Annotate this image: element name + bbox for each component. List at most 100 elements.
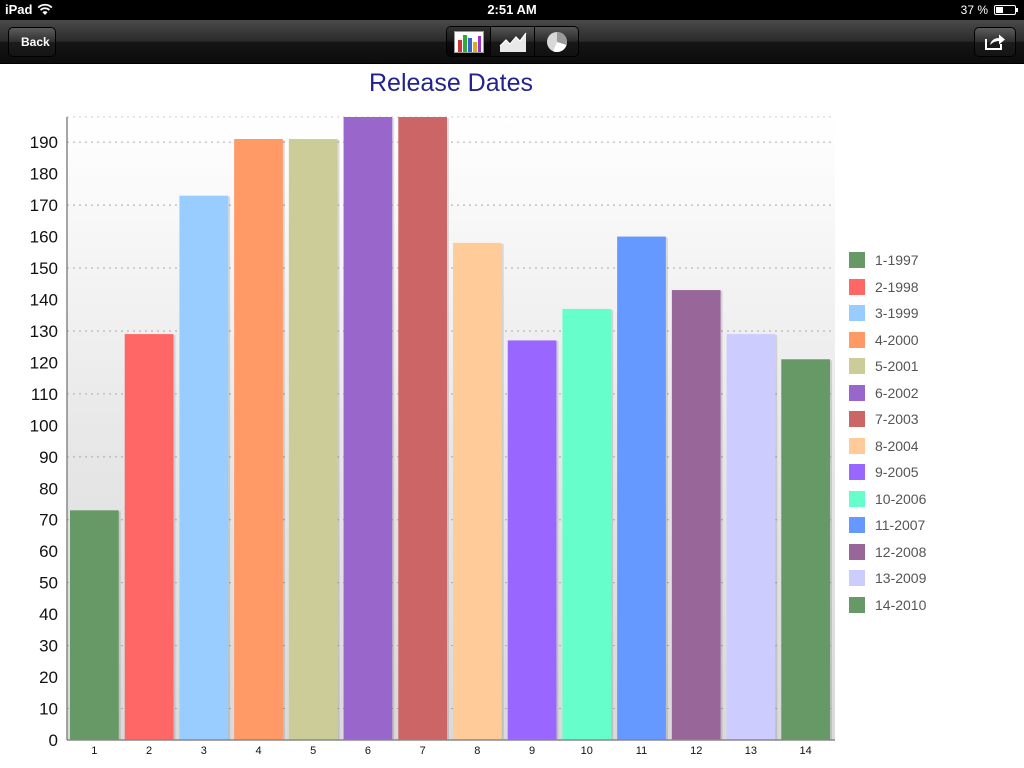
chart-legend: 1-1997 2-1998 3-1999 4-2000 5-2001 6-2002 7-20… (849, 247, 926, 618)
legend-label: 14-2010 (875, 596, 927, 613)
legend-swatch (849, 570, 865, 587)
legend-label: 4-2000 (875, 331, 919, 348)
y-tick-label: 50 (39, 574, 58, 593)
legend-label: 8-2004 (875, 437, 919, 454)
x-tick-label: 2 (146, 745, 152, 757)
bar (70, 510, 119, 740)
bar (398, 117, 447, 740)
y-tick-label: 170 (30, 196, 58, 215)
legend-swatch (849, 517, 865, 534)
legend-swatch (849, 490, 865, 507)
bar (562, 308, 612, 740)
legend-label: 12-2008 (875, 543, 927, 560)
legend-swatch (849, 437, 865, 454)
y-tick-label: 150 (30, 259, 58, 278)
legend-item: 14-2010 (849, 592, 926, 619)
x-tick-label: 1 (91, 745, 97, 757)
bar (234, 139, 283, 740)
y-tick-label: 160 (30, 228, 58, 247)
x-tick-label: 8 (474, 745, 480, 757)
y-tick-label: 140 (30, 290, 58, 309)
legend-swatch (849, 384, 865, 401)
legend-item: 1-1997 (849, 247, 926, 274)
x-tick-label: 5 (310, 745, 316, 757)
area-chart-mode-button[interactable] (491, 27, 535, 56)
bar-chart-mode-button[interactable] (447, 27, 491, 56)
y-tick-label: 70 (39, 511, 58, 530)
y-tick-label: 0 (49, 731, 58, 750)
x-tick-label: 7 (420, 745, 426, 757)
legend-label: 3-1999 (875, 305, 919, 322)
status-bar: iPad 2:51 AM 37 % (0, 0, 1024, 20)
x-tick-label: 11 (636, 745, 647, 757)
legend-swatch (849, 543, 865, 560)
legend-label: 9-2005 (875, 464, 919, 481)
legend-swatch (849, 358, 865, 375)
bar (726, 334, 776, 740)
legend-label: 5-2001 (875, 358, 919, 375)
legend-swatch (849, 464, 865, 481)
y-tick-label: 110 (31, 385, 58, 404)
bar (507, 340, 557, 740)
legend-item: 3-1999 (849, 300, 926, 327)
legend-label: 1-1997 (875, 252, 919, 269)
y-tick-label: 180 (30, 165, 58, 184)
pie-chart-mode-button[interactable] (535, 27, 578, 56)
bar (781, 359, 830, 740)
legend-item: 10-2006 (849, 486, 926, 513)
x-tick-label: 4 (255, 745, 261, 757)
legend-item: 2-1998 (849, 274, 926, 301)
x-tick-label: 10 (581, 745, 593, 757)
chart-title: Release Dates (369, 69, 533, 97)
legend-item: 12-2008 (849, 539, 926, 566)
bar (671, 290, 721, 740)
x-tick-label: 12 (690, 745, 702, 757)
legend-swatch (849, 278, 865, 295)
y-tick-label: 80 (39, 479, 58, 498)
bar (453, 242, 502, 740)
x-tick-label: 6 (365, 745, 371, 757)
x-tick-label: 14 (800, 745, 812, 757)
legend-item: 11-2007 (849, 512, 926, 539)
legend-item: 4-2000 (849, 327, 926, 354)
y-tick-label: 60 (39, 542, 58, 561)
legend-item: 6-2002 (849, 380, 926, 407)
x-tick-label: 3 (201, 745, 207, 757)
wifi-icon (37, 3, 53, 15)
y-tick-label: 100 (30, 416, 58, 435)
legend-swatch (849, 305, 865, 322)
legend-item: 9-2005 (849, 459, 926, 486)
legend-label: 11-2007 (875, 517, 926, 534)
legend-label: 2-1998 (875, 278, 919, 295)
legend-label: 10-2006 (875, 490, 927, 507)
legend-swatch (849, 331, 865, 348)
bar-chart: 0102030405060708090100110120130140150160… (30, 116, 835, 757)
legend-swatch (849, 411, 865, 428)
chart-area: 0 10 20 30 40 50 60 70 80 90 100 110 120 130 140 150 160… (0, 64, 1024, 768)
y-tick-label: 130 (30, 322, 58, 341)
bar (288, 139, 338, 740)
back-button-label: Back (21, 35, 50, 49)
back-button[interactable]: Back (8, 27, 56, 57)
bar-chart-icon (453, 30, 484, 53)
y-tick-label: 30 (39, 637, 58, 656)
battery-icon (994, 5, 1018, 15)
y-tick-label: 10 (39, 700, 58, 719)
bar (179, 195, 229, 740)
legend-label: 6-2002 (875, 384, 919, 401)
share-button[interactable] (974, 27, 1016, 57)
pie-chart-icon (546, 31, 567, 52)
toolbar: Back (0, 20, 1024, 64)
legend-item: 8-2004 (849, 433, 926, 460)
clock: 2:51 AM (487, 2, 537, 17)
y-tick-label: 190 (30, 133, 58, 152)
x-tick-label: 13 (745, 745, 757, 757)
legend-swatch (849, 252, 865, 269)
legend-swatch (849, 596, 865, 613)
area-chart-icon (499, 32, 526, 52)
legend-item: 13-2009 (849, 565, 926, 592)
y-tick-label: 90 (39, 448, 58, 467)
device-name: iPad (5, 2, 33, 17)
chart-type-selector (446, 26, 579, 57)
share-icon (985, 34, 1005, 50)
